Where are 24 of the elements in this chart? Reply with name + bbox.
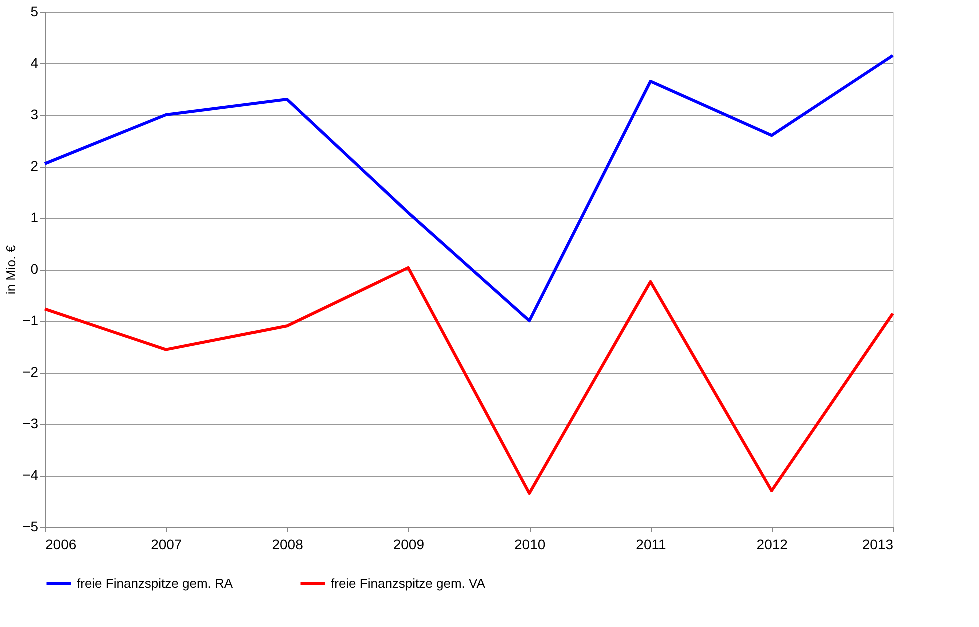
line-series — [44, 266, 894, 496]
y-tick-label: 1 — [30, 210, 39, 226]
y-tick-label: 0 — [30, 261, 39, 277]
y-tick-label: 2 — [30, 158, 39, 174]
x-tick-label: 2010 — [514, 536, 546, 552]
x-tick-label: 2012 — [756, 536, 788, 552]
x-tick-label: 2013 — [862, 536, 894, 552]
x-tick-label: 2011 — [636, 536, 666, 552]
y-tick-label: 3 — [30, 106, 39, 122]
y-tick-label: −2 — [22, 364, 39, 380]
y-axis-title: in Mio. € — [4, 244, 19, 295]
y-tick-label: 5 — [30, 4, 39, 20]
y-tick-label: −1 — [22, 312, 39, 328]
legend-label: freie Finanzspitze gem. VA — [331, 576, 486, 591]
x-tick-label: 2009 — [393, 536, 425, 552]
y-tick-label: −3 — [22, 416, 39, 432]
x-tick-label: 2008 — [272, 536, 304, 552]
line-series — [44, 54, 894, 322]
x-tick-label: 2006 — [46, 536, 77, 552]
y-tick-label: −5 — [22, 518, 39, 534]
x-tick-label: 2007 — [151, 536, 182, 552]
legend-label: freie Finanzspitze gem. RA — [77, 576, 234, 591]
y-tick-label: −4 — [22, 467, 39, 483]
y-tick-label: 4 — [30, 55, 39, 71]
